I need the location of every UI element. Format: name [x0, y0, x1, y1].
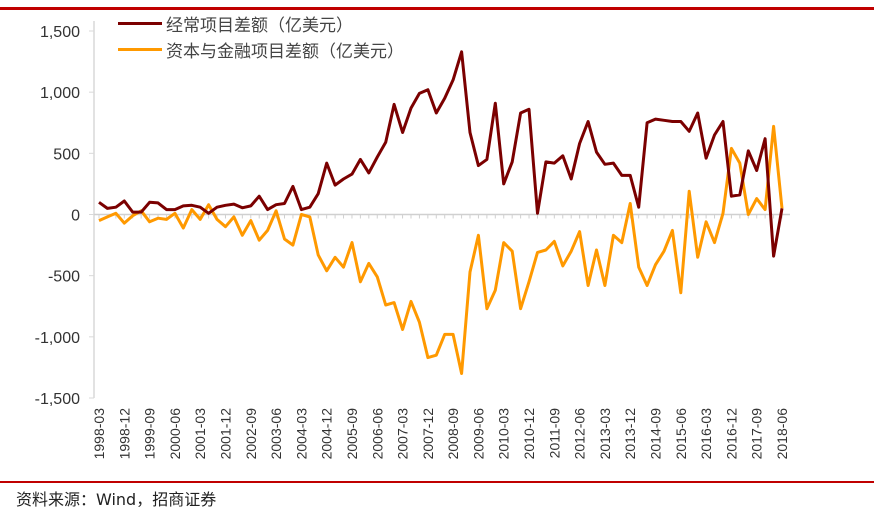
- x-tick-label: 2015-06: [673, 408, 689, 460]
- chart: 1,500 1,000 500 0 -500 -1,000 -1,500 1998-03 199…: [35, 21, 790, 460]
- x-tick-label: 2016-12: [723, 408, 739, 460]
- x-tick-label: 2005-09: [344, 408, 360, 460]
- x-tick-label: 1999-09: [142, 408, 158, 460]
- x-tick-label: 2010-12: [521, 408, 537, 460]
- series-line-current-account: [98, 50, 784, 258]
- y-tick-label: -500: [48, 269, 80, 286]
- x-tick-label: 2004-12: [319, 408, 335, 460]
- x-tick-label: 2011-09: [546, 408, 562, 459]
- x-tick-label: 2001-12: [217, 408, 233, 460]
- legend: 经常项目差额（亿美元） 资本与金融项目差额（亿美元）: [118, 10, 404, 62]
- x-tick-label: 1998-12: [116, 408, 132, 460]
- x-tick-label: 2013-03: [597, 408, 613, 460]
- x-tick-label: 2000-06: [167, 408, 183, 460]
- top-rule: [0, 7, 874, 10]
- y-tick-label: 500: [53, 146, 80, 163]
- y-tick-label: -1,000: [35, 330, 80, 347]
- x-tick-label: 2007-12: [420, 408, 436, 460]
- y-tick-label: 1,500: [40, 24, 80, 41]
- legend-swatch-current-account: [118, 21, 162, 25]
- y-tick-label: 1,000: [40, 85, 80, 102]
- x-tick-label: 2014-09: [648, 408, 664, 460]
- x-tick-label: 2018-06: [774, 408, 790, 460]
- x-tick-label: 2017-09: [749, 408, 765, 460]
- y-tick-label: -1,500: [35, 391, 80, 408]
- x-tick-label: 2013-12: [622, 408, 638, 460]
- x-tick-label: 2009-06: [470, 408, 486, 460]
- x-tick-label: 2010-03: [496, 408, 512, 460]
- x-tick-label: 2001-03: [192, 408, 208, 460]
- legend-label-capital-financial: 资本与金融项目差额（亿美元）: [166, 41, 404, 62]
- x-tick-label: 2006-06: [369, 408, 385, 460]
- legend-item-current-account: 经常项目差额（亿美元）: [118, 10, 404, 36]
- x-tick-label: 2008-09: [445, 408, 461, 460]
- x-tick-label: 2003-06: [268, 408, 284, 460]
- source-note: 资料来源：Wind，招商证券: [16, 490, 217, 509]
- legend-swatch-capital-financial: [118, 47, 162, 51]
- x-tick-label: 2002-09: [243, 408, 259, 460]
- legend-label-current-account: 经常项目差额（亿美元）: [166, 15, 353, 36]
- y-tick-label: 0: [71, 208, 80, 225]
- bottom-rule: [0, 481, 874, 483]
- x-tick-label: 1998-03: [91, 408, 107, 460]
- x-tick-label: 2016-03: [698, 408, 714, 460]
- x-tick-label: 2007-03: [395, 408, 411, 460]
- series-line-capital-financial: [98, 124, 784, 375]
- legend-item-capital-financial: 资本与金融项目差额（亿美元）: [118, 36, 404, 62]
- x-tick-label: 2004-03: [293, 408, 309, 460]
- x-tick-label: 2012-06: [572, 408, 588, 460]
